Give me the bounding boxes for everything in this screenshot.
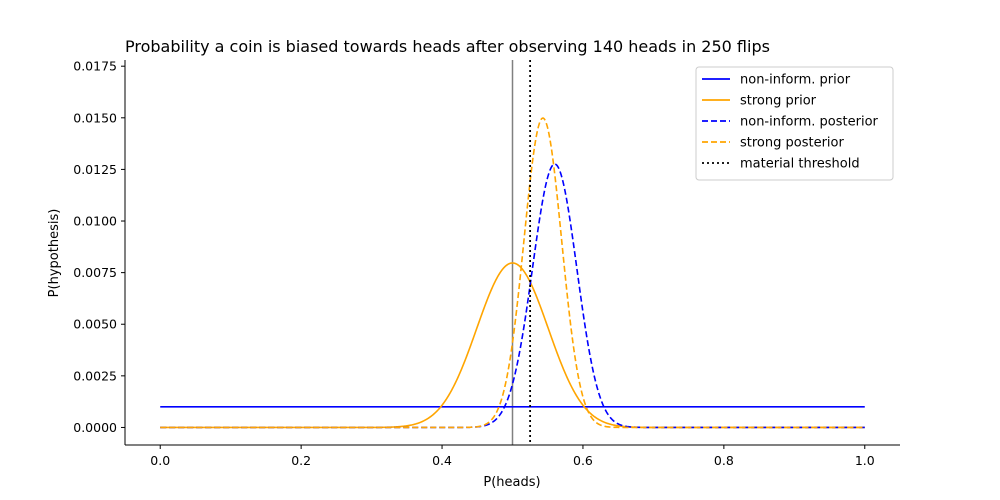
legend-label: strong posterior	[740, 136, 844, 151]
y-tick-label: 0.0025	[73, 368, 117, 383]
legend: non-inform. prior strong prior non-inform.…	[695, 66, 894, 181]
y-axis-label: P(hypothesis)	[47, 209, 62, 298]
legend-label: non-inform. prior	[740, 73, 851, 88]
y-tick-label: 0.0000	[73, 420, 117, 435]
legend-label: non-inform. posterior	[740, 115, 879, 130]
legend-box	[695, 66, 894, 181]
chart-title: Probability a coin is biased towards hea…	[125, 37, 770, 56]
series-layer	[160, 60, 865, 445]
series-line-3	[160, 117, 865, 429]
legend-label: strong prior	[740, 94, 817, 109]
y-tick-label: 0.0075	[73, 265, 117, 280]
y-tick-label: 0.0050	[73, 317, 117, 332]
y-tick-label: 0.0150	[73, 110, 117, 125]
x-tick-label: 1.0	[855, 453, 875, 468]
y-tick-label: 0.0100	[73, 214, 117, 229]
y-tick-label: 0.0125	[73, 162, 117, 177]
y-tick-label: 0.0175	[73, 59, 117, 74]
x-tick-label: 0.6	[573, 453, 593, 468]
x-tick-label: 0.2	[291, 453, 311, 468]
legend-label: material threshold	[740, 157, 860, 172]
x-tick-label: 0.8	[714, 453, 734, 468]
x-tick-label: 0.0	[150, 453, 170, 468]
x-tick-label: 0.4	[432, 453, 452, 468]
plot-area	[160, 60, 865, 445]
x-axis-label: P(heads)	[483, 475, 540, 490]
axes-layer: 0.0 0.2 0.4 0.6 0.8 1.0 0.0000 0.0025 0.0050 0.00…	[73, 59, 900, 468]
